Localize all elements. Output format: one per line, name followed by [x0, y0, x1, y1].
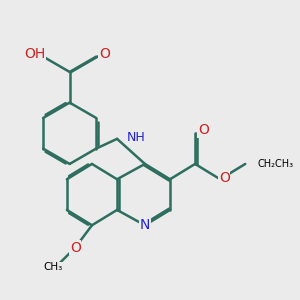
Text: N: N: [140, 218, 150, 232]
Text: CH₂CH₃: CH₂CH₃: [258, 159, 294, 169]
Text: O: O: [198, 124, 209, 137]
Text: NH: NH: [127, 131, 146, 144]
Text: CH₃: CH₃: [43, 262, 63, 272]
Text: O: O: [219, 171, 230, 185]
Text: O: O: [99, 47, 110, 61]
Text: OH: OH: [24, 47, 46, 61]
Text: O: O: [70, 241, 81, 254]
